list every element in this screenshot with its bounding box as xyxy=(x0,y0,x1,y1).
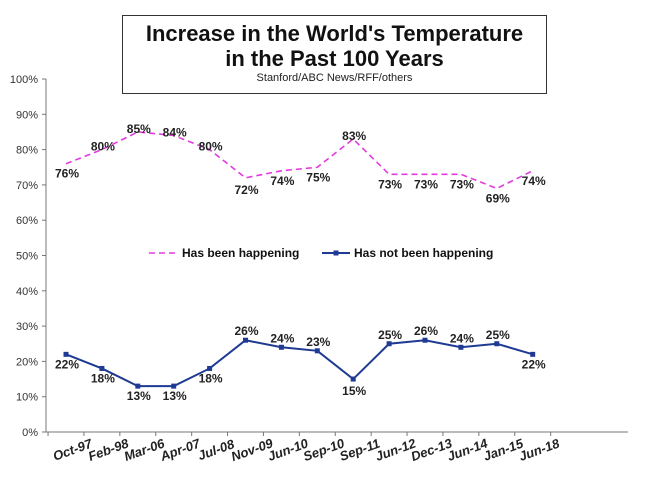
data-label: 26% xyxy=(414,324,438,338)
x-tick-label: Jun-18 xyxy=(517,435,562,464)
data-label: 24% xyxy=(450,331,474,345)
data-label: 74% xyxy=(270,174,294,188)
data-label: 26% xyxy=(234,324,258,338)
data-label: 74% xyxy=(522,174,546,188)
series-1-marker xyxy=(422,337,428,343)
series-1-marker xyxy=(530,351,536,357)
data-label: 18% xyxy=(199,371,223,385)
y-tick-label: 50% xyxy=(16,251,38,263)
series-line-1 xyxy=(65,339,533,388)
series-1-marker xyxy=(99,365,105,371)
data-label: 22% xyxy=(55,357,79,371)
y-tick-label: 20% xyxy=(16,356,38,368)
y-tick-label: 90% xyxy=(16,109,38,121)
y-tick-label: 70% xyxy=(16,180,38,192)
series-1-marker xyxy=(386,341,392,347)
data-label: 84% xyxy=(163,125,187,139)
data-label: 80% xyxy=(91,140,115,154)
series-1-marker xyxy=(350,376,356,382)
data-label: 25% xyxy=(486,328,510,342)
data-label: 85% xyxy=(127,122,151,136)
series-1-marker xyxy=(458,344,464,350)
legend-marker-1 xyxy=(333,250,339,256)
chart-title-box: Increase in the World's Temperature in t… xyxy=(122,15,547,94)
chart-subtitle: Stanford/ABC News/RFF/others xyxy=(256,72,413,84)
series-1-marker xyxy=(63,351,69,357)
series-1-marker xyxy=(494,341,500,347)
data-label: 15% xyxy=(342,384,366,398)
series-1-marker xyxy=(314,348,320,354)
data-label: 23% xyxy=(306,335,330,349)
data-label: 72% xyxy=(234,183,258,197)
y-tick-label: 80% xyxy=(16,145,38,157)
chart-title-line-2: in the Past 100 Years xyxy=(225,46,444,71)
data-label: 83% xyxy=(342,129,366,143)
data-label: 13% xyxy=(163,389,187,403)
series-1-marker xyxy=(135,383,141,389)
data-label: 22% xyxy=(522,357,546,371)
data-label: 75% xyxy=(306,170,330,184)
y-tick-label: 100% xyxy=(10,74,38,86)
series-1-marker xyxy=(243,337,248,343)
legend-label-1: Has not been happening xyxy=(354,246,493,260)
series-1-marker xyxy=(171,383,177,389)
series-1-marker xyxy=(207,365,213,371)
data-label: 24% xyxy=(270,331,294,345)
series-line-0 xyxy=(65,131,534,190)
y-tick-label: 10% xyxy=(16,392,38,404)
data-label: 73% xyxy=(414,177,438,191)
legend-label-0: Has been happening xyxy=(182,246,299,260)
data-label: 25% xyxy=(378,328,402,342)
series-1-marker xyxy=(278,344,284,350)
y-tick-label: 40% xyxy=(16,286,38,298)
y-tick-label: 60% xyxy=(16,215,38,227)
data-label: 76% xyxy=(55,167,79,181)
y-tick-label: 30% xyxy=(16,321,38,333)
chart-title-line-1: Increase in the World's Temperature xyxy=(145,21,524,46)
data-label: 13% xyxy=(127,389,151,403)
data-label: 80% xyxy=(199,140,223,154)
data-label: 73% xyxy=(378,177,402,191)
data-label: 18% xyxy=(91,371,115,385)
y-tick-label: 0% xyxy=(22,427,38,439)
data-label: 73% xyxy=(450,177,474,191)
data-label: 69% xyxy=(486,191,510,205)
